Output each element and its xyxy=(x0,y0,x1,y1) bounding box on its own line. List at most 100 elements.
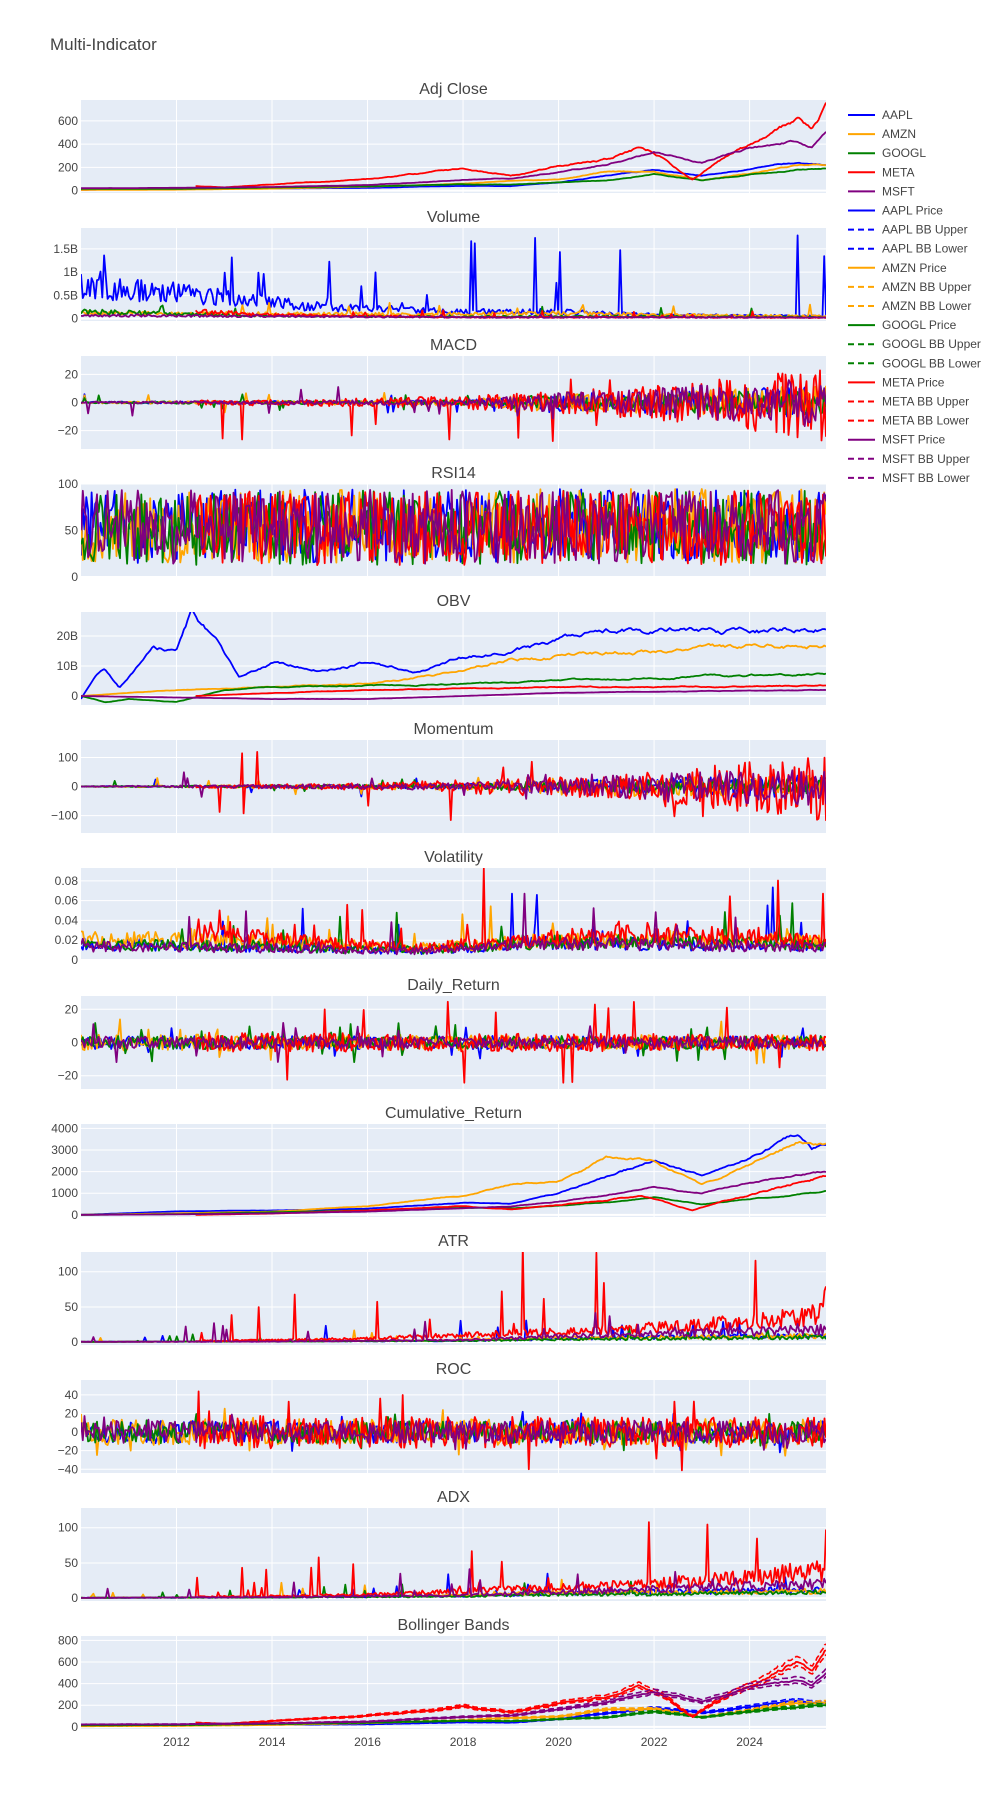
y-tick-label: 0 xyxy=(71,953,78,967)
y-tick-label: 20 xyxy=(65,367,79,381)
subplot-title: ADX xyxy=(437,1489,470,1506)
series-msft xyxy=(81,688,826,700)
legend-item-googl-bb-lower[interactable]: GOOGL BB Lower xyxy=(848,356,981,370)
legend-item-googl-bb-upper[interactable]: GOOGL BB Upper xyxy=(848,337,981,351)
y-tick-label: 100 xyxy=(58,477,78,491)
x-tick-label: 2024 xyxy=(736,1735,763,1749)
series-msft xyxy=(81,1022,826,1063)
x-tick-label: 2018 xyxy=(450,1735,477,1749)
panel-volume: 0 0.5B 1B 1.5B Volume xyxy=(53,209,826,326)
plot-area xyxy=(81,1124,826,1217)
legend-item-amzn-bb-upper[interactable]: AMZN BB Upper xyxy=(848,280,971,294)
y-tick-label: 20 xyxy=(65,1002,79,1016)
subplot-title: Adj Close xyxy=(419,81,488,98)
legend-label: META xyxy=(882,165,914,179)
y-tick-label: 0 xyxy=(71,312,78,326)
legend-item-googl[interactable]: GOOGL xyxy=(848,146,926,160)
series-lines xyxy=(81,1390,826,1472)
y-tick-label: 1.5B xyxy=(53,242,78,256)
panel-roc: −40 −20 0 20 40 ROC xyxy=(58,1361,826,1476)
series-meta xyxy=(195,684,826,697)
legend[interactable]: AAPL AMZN GOOGL META MSFT AAPL Price AAPL BB U… xyxy=(848,108,981,485)
series-msft xyxy=(81,313,826,319)
y-tick-label: −20 xyxy=(58,424,79,438)
subplot-title: RSI14 xyxy=(431,465,476,482)
plot-area xyxy=(81,228,826,321)
series-msft xyxy=(81,1413,826,1451)
panel-cumulative-return: 0 1000 2000 3000 4000 Cumulative_Return xyxy=(51,1105,826,1222)
y-tick-label: 50 xyxy=(65,1556,79,1570)
panel-volatility: 0 0.02 0.04 0.06 0.08 Volatility xyxy=(55,849,826,967)
legend-item-meta-price[interactable]: META Price xyxy=(848,375,945,389)
legend-item-msft-price[interactable]: MSFT Price xyxy=(848,433,945,447)
legend-label: AAPL BB Upper xyxy=(882,223,968,237)
legend-item-amzn-bb-lower[interactable]: AMZN BB Lower xyxy=(848,299,971,313)
legend-label: AMZN xyxy=(882,127,916,141)
series-meta xyxy=(195,1649,826,1725)
legend-item-amzn-price[interactable]: AMZN Price xyxy=(848,261,947,275)
y-tick-label: −100 xyxy=(51,809,78,823)
legend-item-googl-price[interactable]: GOOGL Price xyxy=(848,318,957,332)
x-axis: 2012 2014 2016 2018 2020 2022 2024 xyxy=(163,1735,763,1749)
y-tick-label: 400 xyxy=(58,1677,78,1691)
series-lines xyxy=(81,1252,826,1343)
y-tick-label: 0 xyxy=(71,1591,78,1605)
panel-adj-close: 0 200 400 600 Adj Close xyxy=(58,81,826,198)
legend-item-aapl-bb-lower[interactable]: AAPL BB Lower xyxy=(848,242,968,256)
legend-label: META Price xyxy=(882,375,945,389)
series-lines xyxy=(81,369,826,442)
legend-item-amzn[interactable]: AMZN xyxy=(848,127,916,141)
legend-label: GOOGL xyxy=(882,146,926,160)
y-tick-label: 1000 xyxy=(51,1186,78,1200)
series-msft xyxy=(81,892,826,956)
y-tick-label: 0 xyxy=(71,570,78,584)
legend-item-meta[interactable]: META xyxy=(848,165,914,179)
series-meta xyxy=(194,1000,826,1084)
series-meta xyxy=(194,868,826,953)
legend-label: META BB Lower xyxy=(882,414,969,428)
legend-label: AMZN Price xyxy=(882,261,947,275)
y-tick-label: 0.04 xyxy=(55,913,79,927)
series-msft xyxy=(81,131,826,190)
legend-item-msft-bb-upper[interactable]: MSFT BB Upper xyxy=(848,452,970,466)
y-tick-label: 3000 xyxy=(51,1143,78,1157)
x-tick-label: 2012 xyxy=(163,1735,190,1749)
y-tick-label: 40 xyxy=(65,1388,79,1402)
y-tick-label: 4000 xyxy=(51,1121,78,1135)
subplot-title: Daily_Return xyxy=(407,977,499,994)
legend-label: META BB Upper xyxy=(882,395,969,409)
y-tick-label: 200 xyxy=(58,160,78,174)
y-tick-label: 0 xyxy=(71,1335,78,1349)
subplot-title: ATR xyxy=(438,1233,469,1250)
legend-item-aapl-price[interactable]: AAPL Price xyxy=(848,204,943,218)
y-tick-label: −40 xyxy=(58,1462,79,1476)
legend-item-aapl-bb-upper[interactable]: AAPL BB Upper xyxy=(848,223,968,237)
y-tick-label: 20B xyxy=(57,629,78,643)
y-tick-label: 200 xyxy=(58,1698,78,1712)
legend-item-meta-bb-upper[interactable]: META BB Upper xyxy=(848,395,969,409)
legend-item-msft-bb-lower[interactable]: MSFT BB Lower xyxy=(848,471,970,485)
y-tick-label: 0.08 xyxy=(55,874,79,888)
legend-item-msft[interactable]: MSFT xyxy=(848,184,915,198)
legend-label: MSFT BB Lower xyxy=(882,471,970,485)
series-msft xyxy=(81,1170,826,1216)
legend-label: MSFT BB Upper xyxy=(882,452,970,466)
y-tick-label: 0.06 xyxy=(55,894,79,908)
panel-macd: −20 0 20 MACD xyxy=(58,337,826,449)
series-msft xyxy=(81,1568,826,1599)
y-tick-label: 100 xyxy=(58,1265,78,1279)
legend-item-meta-bb-lower[interactable]: META BB Lower xyxy=(848,414,969,428)
legend-label: AAPL Price xyxy=(882,204,943,218)
x-tick-label: 2022 xyxy=(641,1735,668,1749)
series-lines xyxy=(81,1521,826,1599)
y-tick-label: 0.5B xyxy=(53,288,78,302)
panel-obv: 0 10B 20B OBV xyxy=(57,593,826,705)
legend-item-aapl[interactable]: AAPL xyxy=(848,108,913,122)
legend-label: AAPL xyxy=(882,108,913,122)
series-lines xyxy=(81,751,826,821)
series-meta xyxy=(195,102,826,189)
y-tick-label: 100 xyxy=(58,750,78,764)
panel-adx: 0 50 100 ADX xyxy=(58,1489,826,1605)
subplot-title: Cumulative_Return xyxy=(385,1105,522,1122)
